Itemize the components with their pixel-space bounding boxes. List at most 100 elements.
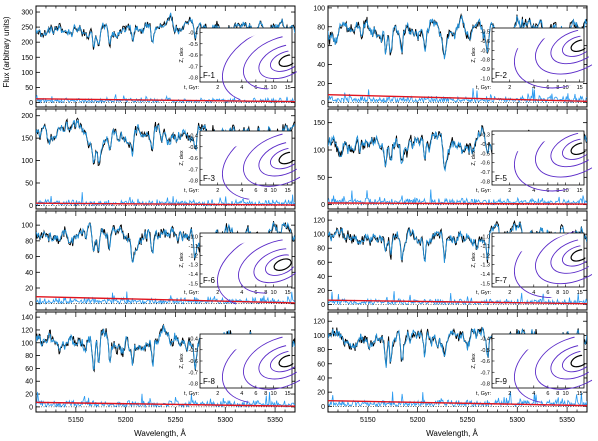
contour-level bbox=[258, 44, 300, 80]
contour-level bbox=[550, 238, 595, 274]
inset-x-tick-label: 2 bbox=[508, 391, 511, 397]
panel-label: F-1 bbox=[203, 71, 216, 80]
y-axis-label: Flux (arbitrary units) bbox=[2, 16, 11, 87]
inset-y-tick-label: -0.5 bbox=[189, 348, 198, 354]
inset-x-label: t, Gyr: bbox=[184, 188, 199, 194]
inset-x-label: t, Gyr: bbox=[184, 391, 199, 397]
trend-line bbox=[328, 299, 587, 305]
inset-f-1: 2 4 6 8 10 15 t, Gyr: -0.4 -0.5 -0.6 -0.7 -0.8 Z, de… bbox=[179, 25, 300, 104]
inset-x-tick-label: 10 bbox=[271, 290, 277, 296]
inset-y-tick-label: -0.5 bbox=[189, 42, 198, 48]
trend-line bbox=[328, 202, 587, 205]
y-tick-label: 250 bbox=[21, 25, 33, 32]
inset-x-tick-label: 10 bbox=[563, 391, 569, 397]
inset-frame bbox=[199, 232, 293, 288]
inset-y-tick-label: -0.7 bbox=[189, 370, 198, 376]
inset-x-label: t, Gyr: bbox=[184, 85, 199, 91]
inset-x-tick-label: 2 bbox=[216, 391, 219, 397]
inset-y-label: Z, dex bbox=[179, 252, 185, 268]
inset-y-tick-label: -1.3 bbox=[189, 263, 198, 269]
y-tick-label: 200 bbox=[21, 113, 33, 120]
inset-x-tick-label: 15 bbox=[285, 391, 291, 397]
x-tick-label: 5300 bbox=[509, 417, 525, 424]
y-tick-label: 40 bbox=[317, 375, 325, 382]
inset-y-tick-label: -1.0 bbox=[189, 235, 198, 241]
inset-x-tick-label: 4 bbox=[532, 85, 535, 91]
contour-level bbox=[550, 344, 594, 380]
inset-x-tick-label: 2 bbox=[216, 290, 219, 296]
inset-y-label: Z, dex bbox=[179, 353, 185, 369]
panel-f-3: 0 50 100 150 200 2 4 6 8 10 15 t, Gyr: -0.4 -0.5 -0.6 -… bbox=[21, 108, 302, 210]
y-tick-label: 300 bbox=[21, 10, 33, 17]
inset-y-tick-label: -1.0 bbox=[481, 76, 490, 82]
inset-x-tick-label: 4 bbox=[240, 391, 243, 397]
inset-y-tick-label: -0.6 bbox=[189, 53, 198, 59]
inset-y-tick-label: -1.1 bbox=[481, 244, 490, 250]
y-tick-label: 20 bbox=[317, 81, 325, 88]
y-tick-label: 80 bbox=[25, 238, 33, 245]
y-tick-label: 80 bbox=[317, 246, 325, 253]
inset-x-tick-label: 4 bbox=[240, 85, 243, 91]
inset-x-tick-label: 15 bbox=[285, 188, 291, 194]
inset-y-tick-label: -1.2 bbox=[481, 253, 490, 259]
inset-y-tick-label: -1.5 bbox=[481, 281, 490, 287]
panel-label: F-7 bbox=[495, 276, 508, 285]
y-tick-label: 120 bbox=[313, 319, 325, 326]
x-tick-label: 5200 bbox=[410, 417, 426, 424]
inset-x-label: t, Gyr: bbox=[476, 290, 491, 296]
x-tick-label: 5350 bbox=[559, 417, 575, 424]
y-tick-label: 120 bbox=[313, 218, 325, 225]
y-tick-label: 0 bbox=[321, 100, 325, 107]
x-tick-label: 5200 bbox=[118, 417, 134, 424]
residual-spectrum bbox=[328, 88, 587, 104]
inset-y-tick-label: -1.5 bbox=[189, 281, 198, 287]
inset-frame bbox=[199, 27, 293, 83]
contour-level bbox=[535, 335, 593, 390]
x-tick-label: 5300 bbox=[217, 417, 233, 424]
contour-level bbox=[243, 335, 301, 390]
inset-y-tick-label: -0.4 bbox=[481, 142, 490, 148]
inset-y-tick-label: -0.4 bbox=[189, 337, 198, 343]
inset-y-tick-label: -1.2 bbox=[189, 253, 198, 259]
inset-y-tick-label: -0.7 bbox=[481, 170, 490, 176]
y-tick-label: 50 bbox=[25, 180, 33, 187]
inset-x-tick-label: 10 bbox=[271, 85, 277, 91]
contour-level bbox=[535, 128, 597, 178]
y-tick-label: 20 bbox=[25, 392, 33, 399]
panel-label: F-8 bbox=[203, 377, 216, 386]
inset-x-tick-label: 15 bbox=[577, 290, 583, 296]
inset-x-tick-label: 6 bbox=[546, 391, 549, 397]
y-tick-label: 80 bbox=[25, 353, 33, 360]
inset-x-tick-label: 10 bbox=[563, 188, 569, 194]
contour-level bbox=[273, 258, 292, 271]
inset-x-tick-label: 4 bbox=[532, 290, 535, 296]
inset-y-tick-label: -0.8 bbox=[189, 76, 198, 82]
y-tick-label: 80 bbox=[317, 347, 325, 354]
residual-spectrum bbox=[36, 192, 295, 207]
panel-f-8: 0 20 40 60 80 100 120 140 5150 5200 5250 5300 5350 2 4… bbox=[21, 311, 302, 424]
inset-x-tick-label: 10 bbox=[271, 391, 277, 397]
y-tick-label: 40 bbox=[317, 274, 325, 281]
inset-x-tick-label: 10 bbox=[271, 188, 277, 194]
inset-y-tick-label: -0.5 bbox=[481, 30, 490, 36]
inset-x-tick-label: 4 bbox=[240, 188, 243, 194]
inset-x-tick-label: 2 bbox=[216, 188, 219, 194]
inset-x-tick-label: 2 bbox=[508, 85, 511, 91]
panel-label: F-6 bbox=[203, 276, 216, 285]
y-tick-label: 100 bbox=[313, 333, 325, 340]
y-tick-label: 20 bbox=[25, 286, 33, 293]
inset-y-tick-label: -0.6 bbox=[189, 359, 198, 365]
inset-f-5: 2 4 6 8 10 15t, Gyr:-0.3-0.4-0.5-0.6-0.7-0.8Z… bbox=[471, 127, 597, 194]
panel-f-7: 0 20 40 60 80 100 120 2 4 6 8 10 15 t, Gyr: -1.0 -1.1 -1… bbox=[313, 210, 595, 311]
y-tick-label: 100 bbox=[21, 223, 33, 230]
y-tick-label: 40 bbox=[25, 270, 33, 277]
panel-label: F-9 bbox=[495, 377, 508, 386]
inset-f-7: 2 4 6 8 10 15 t, Gyr: -1.0 -1.1 -1.2 -1.3 -1.4 -1.5 Z… bbox=[471, 230, 595, 299]
inset-y-label: Z, dex bbox=[471, 252, 477, 268]
inset-y-tick-label: -0.9 bbox=[481, 67, 490, 73]
y-tick-label: 20 bbox=[317, 390, 325, 397]
inset-x-tick-label: 4 bbox=[532, 391, 535, 397]
y-tick-label: 0 bbox=[321, 202, 325, 209]
y-tick-label: 0 bbox=[29, 203, 33, 210]
